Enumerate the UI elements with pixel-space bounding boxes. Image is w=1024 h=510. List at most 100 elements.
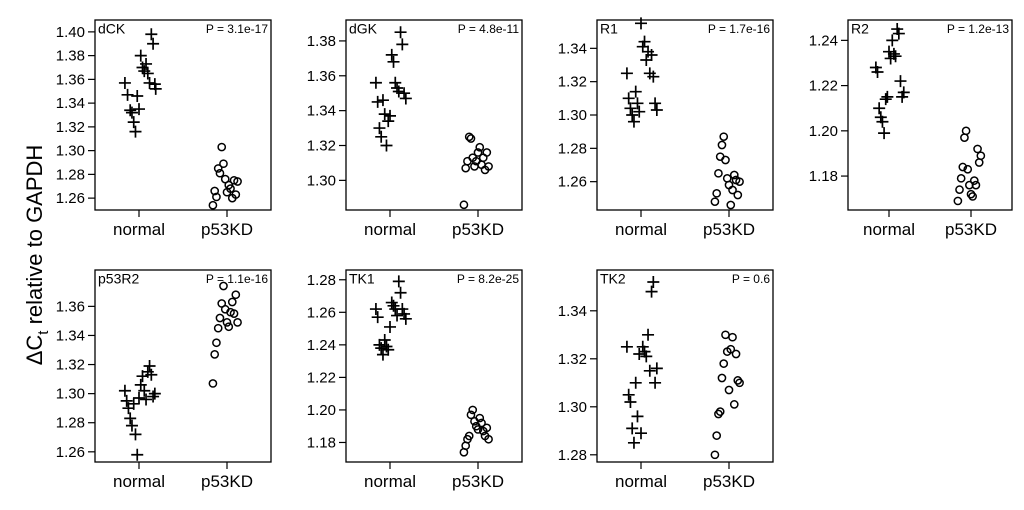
point-normal (140, 57, 153, 70)
point-normal (635, 427, 647, 440)
panel-pvalue: P = 8.2e-25 (457, 272, 519, 286)
point-p53KD (210, 186, 220, 196)
point-p53KD (712, 431, 722, 440)
point-p53KD (217, 142, 227, 152)
panel-pvalue: P = 1.1e-16 (206, 272, 268, 286)
panel-frame (345, 269, 523, 463)
y-tick-label: 1.20 (809, 123, 838, 140)
point-p53KD (213, 323, 223, 333)
panel-title: TK2 (600, 270, 626, 286)
point-normal (124, 412, 137, 425)
panel-frame (847, 19, 1013, 211)
point-normal (391, 309, 404, 322)
point-p53KD (477, 418, 486, 428)
point-normal (385, 48, 398, 61)
point-p53KD (229, 309, 239, 318)
point-normal (650, 362, 663, 375)
panel-pvalue: P = 1.7e-16 (708, 22, 770, 36)
point-p53KD (222, 318, 232, 327)
point-normal (642, 328, 655, 341)
y-tick-label: 1.34 (56, 327, 85, 344)
point-normal (643, 364, 656, 377)
panel-title: R2 (851, 20, 869, 36)
x-tick-label-normal: normal (364, 220, 416, 239)
point-p53KD (968, 192, 977, 201)
point-normal (118, 384, 131, 397)
point-normal (392, 275, 405, 288)
point-normal (371, 311, 384, 324)
point-p53KD (726, 200, 736, 210)
x-tick-label-normal: normal (364, 472, 416, 491)
point-normal (886, 34, 899, 47)
point-p53KD (969, 176, 979, 185)
point-normal (149, 82, 162, 95)
point-normal (145, 368, 158, 381)
y-tick-label: 1.32 (558, 351, 587, 368)
point-p53KD (475, 142, 485, 152)
point-normal (624, 102, 637, 115)
panel-title: dGK (349, 20, 378, 36)
point-normal (645, 49, 658, 61)
point-p53KD (219, 159, 228, 169)
x-tick-label-p53KD: p53KD (452, 220, 504, 239)
y-tick-label: 1.32 (558, 74, 587, 91)
point-p53KD (466, 134, 476, 143)
panel-frame (345, 19, 523, 211)
point-p53KD (208, 200, 218, 210)
point-normal (396, 303, 409, 316)
point-normal (392, 85, 405, 98)
y-tick-label: 1.38 (307, 33, 336, 50)
point-p53KD (482, 423, 492, 433)
point-normal (138, 384, 151, 397)
x-tick-label-p53KD: p53KD (703, 472, 755, 491)
point-normal (131, 90, 144, 102)
y-tick-label: 1.34 (307, 103, 336, 120)
point-normal (394, 26, 407, 39)
point-p53KD (473, 148, 483, 157)
point-p53KD (466, 410, 476, 420)
point-normal (125, 106, 138, 119)
point-normal (133, 392, 145, 404)
point-normal (120, 394, 133, 407)
point-normal (635, 17, 647, 30)
panel-pvalue: P = 0.6 (732, 272, 770, 286)
point-normal (369, 303, 382, 316)
point-normal (127, 116, 140, 129)
point-p53KD (712, 188, 722, 198)
panel-R2: R2 P = 1.2e-13 1.18 1.20 1.22 1.24 normal p53KD (809, 19, 1013, 239)
point-p53KD (735, 177, 744, 187)
point-normal (384, 109, 396, 122)
y-tick-label: 1.28 (56, 166, 85, 183)
point-p53KD (729, 400, 739, 409)
point-normal (398, 307, 411, 320)
y-tick-label: 1.24 (809, 32, 838, 49)
point-normal (399, 312, 412, 325)
point-p53KD (482, 148, 492, 157)
panel-TK1: TK1 P = 8.2e-25 1.18 1.20 1.22 1.24 1.26 1.28 no… (307, 269, 523, 491)
panel-frame (94, 269, 272, 463)
point-p53KD (963, 164, 973, 174)
point-normal (147, 37, 160, 50)
point-p53KD (484, 434, 493, 444)
y-tick-label: 1.30 (558, 107, 587, 124)
point-p53KD (733, 190, 743, 200)
point-p53KD (231, 190, 241, 199)
point-normal (629, 85, 642, 98)
panel-frame (596, 269, 774, 463)
point-p53KD (717, 140, 727, 150)
panel-title: dCK (98, 20, 126, 36)
point-p53KD (227, 297, 237, 307)
panel-frame (94, 19, 272, 211)
point-normal (134, 49, 147, 62)
point-p53KD (226, 184, 235, 193)
y-tick-label: 1.30 (558, 399, 587, 416)
y-tick-label: 1.18 (307, 434, 336, 451)
point-normal (629, 376, 642, 389)
point-p53KD (475, 413, 485, 423)
point-normal (647, 70, 660, 83)
y-tick-label: 1.18 (809, 168, 838, 185)
point-p53KD (710, 450, 720, 460)
point-normal (876, 115, 889, 128)
point-normal (897, 86, 910, 99)
